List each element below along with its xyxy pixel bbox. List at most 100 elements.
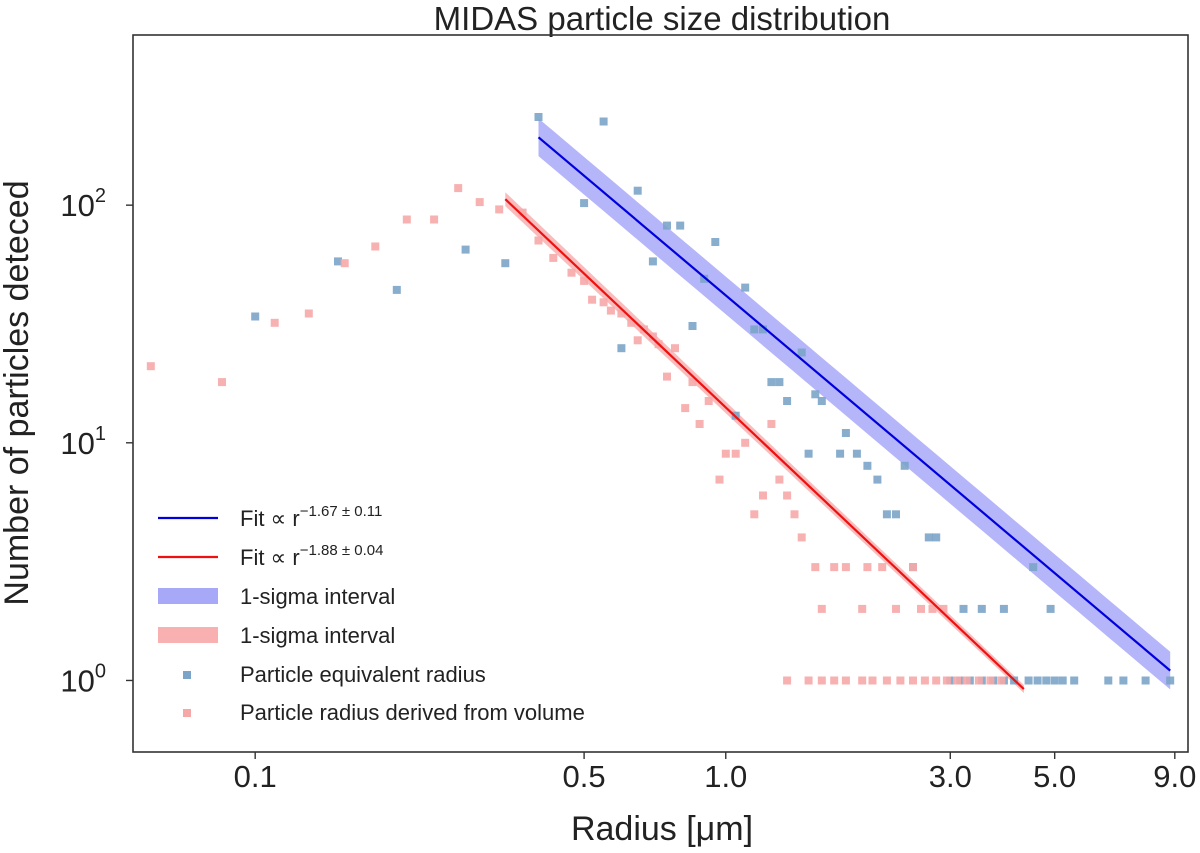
point-s1-2 <box>270 318 279 327</box>
point-s0-5 <box>534 113 543 121</box>
point-s1-15 <box>580 276 589 285</box>
point-s0-10 <box>648 257 657 266</box>
point-s1-67 <box>953 676 961 685</box>
point-s0-36 <box>924 533 933 542</box>
point-s1-68 <box>962 676 971 685</box>
point-s0-51 <box>1033 676 1042 685</box>
point-s0-0 <box>251 312 260 321</box>
point-s0-29 <box>852 449 861 458</box>
point-s1-44 <box>830 563 839 572</box>
point-s1-34 <box>741 438 750 447</box>
point-s1-0 <box>146 362 155 371</box>
legend-marker-volume-radius <box>183 709 191 717</box>
point-s1-9 <box>475 198 484 207</box>
point-s0-56 <box>1104 676 1113 685</box>
point-s0-4 <box>501 259 510 268</box>
point-s1-19 <box>617 309 626 318</box>
point-s1-21 <box>633 336 642 345</box>
point-s1-62 <box>896 676 905 685</box>
point-s1-4 <box>340 259 349 268</box>
point-s1-65 <box>932 676 941 685</box>
point-s0-22 <box>783 397 792 405</box>
point-s1-43 <box>817 604 826 613</box>
point-s0-19 <box>759 325 767 334</box>
legend-label-blue-fit: Fit ∝ r−1.67 ± 0.11 <box>240 503 382 531</box>
point-s0-37 <box>932 533 941 542</box>
point-s1-33 <box>731 449 740 458</box>
point-s0-1 <box>334 257 342 266</box>
point-s1-56 <box>817 676 826 685</box>
point-s1-70 <box>986 676 995 685</box>
point-s0-27 <box>836 449 845 458</box>
x-tick-label-5: 9.0 <box>1153 759 1196 794</box>
point-s1-26 <box>671 344 679 353</box>
point-s0-30 <box>863 461 872 470</box>
point-s0-7 <box>599 117 608 126</box>
point-s1-51 <box>917 604 925 613</box>
legend-patch-blue-sigma <box>158 588 218 604</box>
point-s1-58 <box>841 676 850 685</box>
x-tick-label-1: 0.5 <box>563 759 606 794</box>
point-s0-52 <box>1042 676 1051 685</box>
point-s1-66 <box>942 676 951 685</box>
point-s1-7 <box>430 215 439 224</box>
point-s0-58 <box>1141 676 1150 685</box>
point-s1-49 <box>892 604 900 613</box>
point-s0-25 <box>811 390 820 399</box>
point-s1-59 <box>858 676 867 685</box>
point-s1-37 <box>767 420 776 428</box>
plot-frame <box>132 34 1189 753</box>
point-s0-31 <box>873 475 882 484</box>
scatter-layer <box>146 113 1175 685</box>
point-s1-1 <box>218 378 226 387</box>
fit-lines <box>504 136 1171 690</box>
point-s1-27 <box>681 404 690 413</box>
x-tick-label-3: 3.0 <box>929 759 972 794</box>
point-s1-12 <box>534 236 543 245</box>
legend-label-volume-radius: Particle radius derived from volume <box>240 700 585 725</box>
point-s0-26 <box>817 397 826 405</box>
point-s0-53 <box>1050 676 1059 685</box>
point-s1-32 <box>721 449 730 458</box>
point-s1-46 <box>858 604 867 613</box>
point-s1-3 <box>304 309 313 318</box>
point-s0-3 <box>461 245 470 254</box>
point-s1-6 <box>402 215 411 224</box>
point-s1-41 <box>797 533 806 542</box>
point-s1-57 <box>830 676 839 685</box>
y-tick-label-0: 100 <box>60 660 106 698</box>
point-s0-2 <box>392 285 401 294</box>
point-s0-9 <box>633 186 642 195</box>
point-s1-17 <box>599 298 608 307</box>
legend: Fit ∝ r−1.67 ± 0.11 Fit ∝ r−1.88 ± 0.04 … <box>158 503 585 725</box>
point-s0-38 <box>959 604 968 613</box>
chart-title: MIDAS particle size distribution <box>434 0 891 37</box>
point-s1-71 <box>997 676 1006 685</box>
point-s0-24 <box>804 449 813 458</box>
point-s1-39 <box>783 491 792 500</box>
point-s0-21 <box>775 378 784 387</box>
point-s0-42 <box>1046 604 1055 613</box>
point-s1-38 <box>775 475 784 484</box>
point-s0-33 <box>892 510 900 519</box>
point-s1-13 <box>549 253 558 262</box>
point-s1-16 <box>588 295 597 304</box>
point-s1-10 <box>495 205 504 214</box>
point-s0-59 <box>1166 676 1175 685</box>
point-s1-23 <box>648 332 657 341</box>
point-s0-55 <box>1070 676 1079 685</box>
point-s1-55 <box>804 676 813 685</box>
point-s1-69 <box>974 676 983 685</box>
legend-label-blue-sigma: 1-sigma interval <box>240 584 395 609</box>
y-axis-title: Number of particles deteced <box>0 180 36 605</box>
point-s1-31 <box>715 475 724 484</box>
legend-label-equivalent-radius: Particle equivalent radius <box>240 662 486 687</box>
point-s1-45 <box>841 563 850 572</box>
point-s0-54 <box>1058 676 1067 685</box>
point-s0-13 <box>688 322 697 330</box>
point-s1-53 <box>939 604 948 613</box>
point-s1-14 <box>567 268 576 277</box>
legend-marker-equivalent-radius <box>183 671 191 679</box>
point-s1-40 <box>790 510 799 519</box>
x-tick-label-4: 5.0 <box>1033 759 1076 794</box>
